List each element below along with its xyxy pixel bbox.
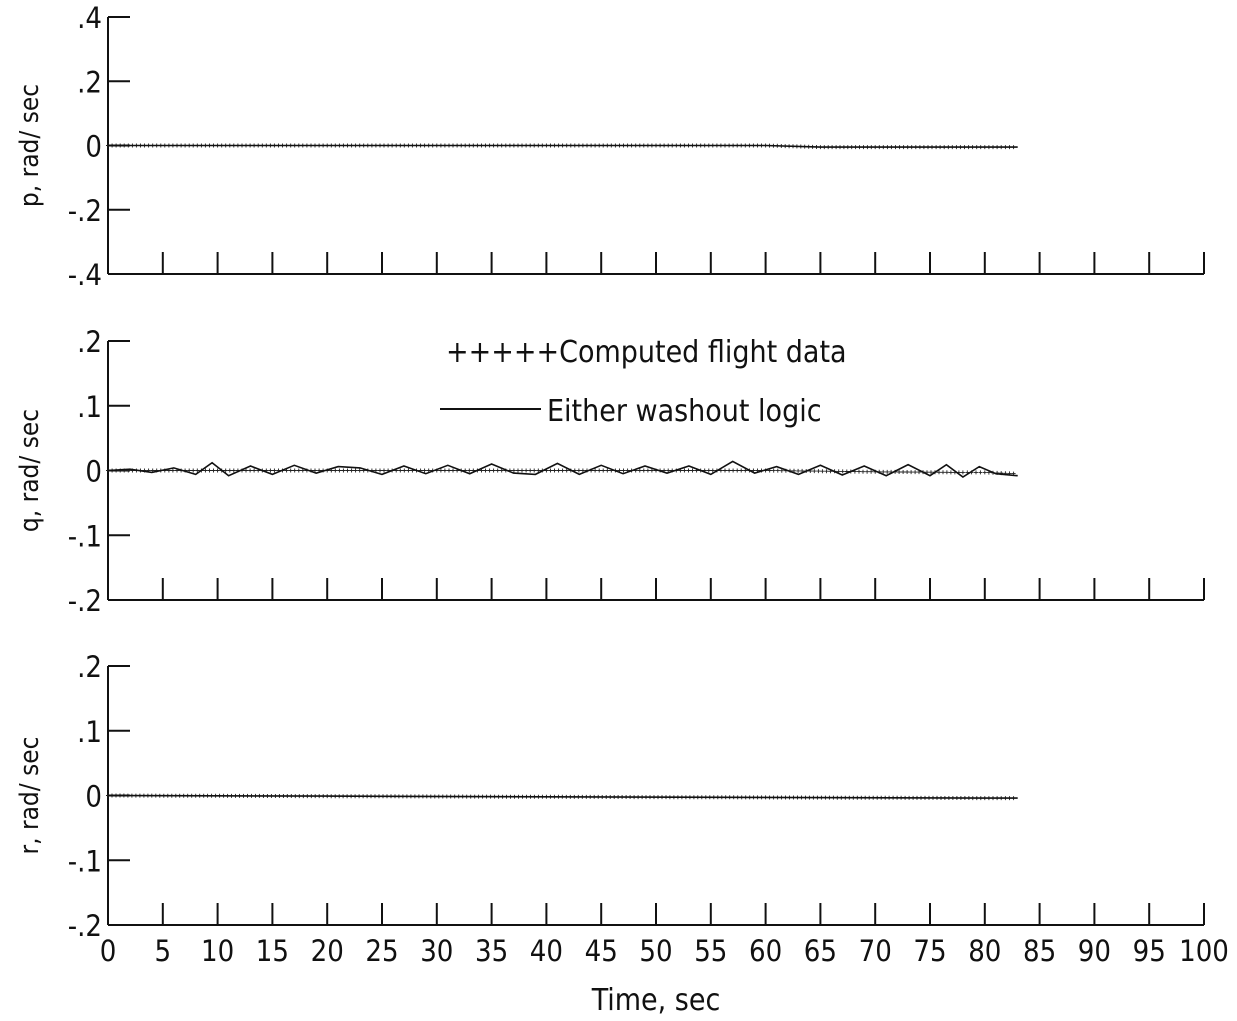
y-axis-label: q, rad/ sec	[15, 409, 45, 532]
x-tick-label: 30	[420, 934, 453, 968]
y-tick-label: .2	[77, 650, 102, 684]
series-washout-line	[107, 794, 1018, 799]
y-tick-label: 0	[85, 455, 102, 489]
x-axis-label: Time, sec	[591, 983, 721, 1018]
panel-2: .2 .1 0 -.1 -.2 q, rad/ sec	[15, 325, 1205, 618]
y-tick-label: .2	[77, 325, 102, 359]
x-tick-label: 50	[639, 934, 672, 968]
x-tick-label: 55	[694, 934, 727, 968]
y-tick-label: 0	[85, 130, 102, 164]
y-tick-label: .1	[77, 715, 102, 749]
y-tick-label: -.1	[68, 844, 102, 878]
series-washout-line	[108, 144, 1018, 148]
x-tick-label: 65	[804, 934, 837, 968]
legend: +++++Computed flight data Either washout…	[440, 335, 847, 429]
x-tick-label: 70	[859, 934, 892, 968]
y-tick-label: -.4	[68, 258, 102, 292]
y-tick-label: -.2	[68, 909, 102, 943]
y-axis-label: r, rad/ sec	[15, 736, 45, 854]
y-tick-label: .1	[77, 390, 102, 424]
x-tick-label: 15	[256, 934, 289, 968]
y-tick-label: -.1	[68, 519, 102, 553]
x-tick-label: 5	[154, 934, 171, 968]
x-tick-label: 45	[585, 934, 618, 968]
legend-washout-entry: Either washout logic	[547, 394, 822, 429]
x-tick-label: 75	[913, 934, 946, 968]
x-tick-label: 0	[100, 934, 117, 968]
y-tick-label: -.2	[68, 194, 102, 228]
chart-panels: .4.20-.2-.4p, rad/ sec.2.10-.1-.2q, rad/…	[15, 1, 1229, 1018]
x-tick-label: 25	[365, 934, 398, 968]
y-axis-label: p, rad/ sec	[15, 84, 45, 207]
y-tick-label: 0	[85, 780, 102, 814]
y-tick-label: -.2	[68, 584, 102, 618]
x-tick-label: 40	[530, 934, 563, 968]
x-tick-label: 90	[1078, 934, 1111, 968]
x-tick-label: 35	[475, 934, 508, 968]
series-washout-line	[107, 460, 1018, 478]
x-tick-label: 80	[968, 934, 1001, 968]
x-tick-label: 20	[311, 934, 344, 968]
y-tick-label: .2	[77, 65, 102, 99]
x-tick-label: 85	[1023, 934, 1056, 968]
y-tick-label: .4	[77, 1, 102, 35]
x-tick-label: 10	[201, 934, 234, 968]
x-tick-label: 95	[1133, 934, 1166, 968]
x-tick-label: 100	[1179, 934, 1229, 968]
legend-computed-entry: +++++Computed flight data	[446, 335, 847, 370]
x-tick-label: 60	[749, 934, 782, 968]
panel-3: .2 .1 0 -.1 -.2 r, rad/ sec 0 5 10 15 20 25 30 35 40 45…	[15, 650, 1229, 1018]
panel-1: .4 .2 0 -.2 -.4 p, rad/ sec	[15, 1, 1205, 292]
